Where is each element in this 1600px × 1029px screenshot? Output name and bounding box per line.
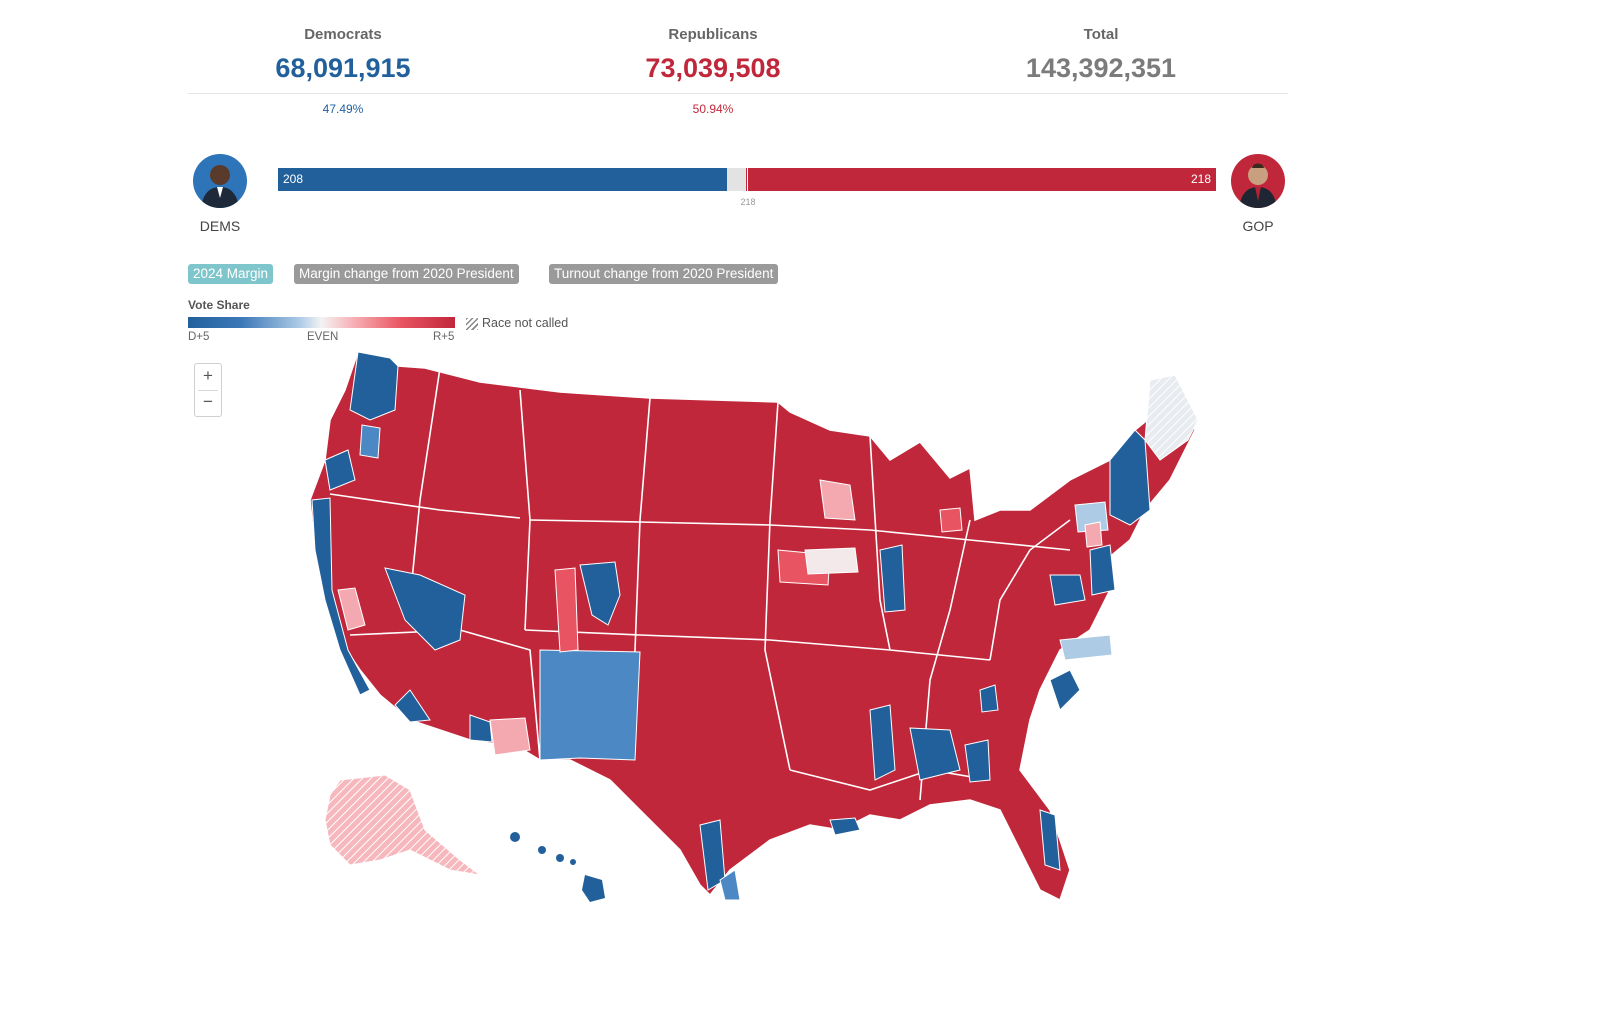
lean-dem-districts[interactable] [359, 424, 741, 901]
legend-right-label: R+5 [433, 331, 455, 343]
dem-total-pct: 47.49% [322, 102, 364, 116]
dem-total-value: 68,091,915 [275, 53, 411, 83]
district-co-west[interactable] [554, 567, 579, 653]
rep-total-pct: 50.94% [692, 102, 734, 116]
district-nv[interactable] [384, 567, 466, 651]
district-al[interactable] [909, 727, 961, 781]
person-avatar-icon [201, 165, 239, 208]
district-tx-coast[interactable] [719, 869, 741, 901]
district-tn[interactable] [979, 684, 999, 713]
overall-total-value: 143,392,351 [1025, 53, 1177, 83]
seat-bar-uncalled [726, 168, 746, 191]
rep-total-label: Republicans [668, 26, 758, 43]
seat-bar-dem [278, 168, 727, 191]
totals-divider [188, 93, 1288, 94]
district-la[interactable] [829, 817, 861, 836]
tab-turnout-change[interactable]: Turnout change from 2020 President [549, 264, 779, 284]
district-or-west[interactable] [324, 449, 356, 491]
legend-title: Vote Share [188, 298, 250, 312]
district-va[interactable] [1059, 634, 1113, 661]
district-wi[interactable] [819, 479, 856, 521]
district-az-south[interactable] [469, 714, 493, 743]
not-called-label: Race not called [482, 316, 569, 330]
district-mi[interactable] [939, 507, 963, 533]
district-pa-east[interactable] [1084, 521, 1103, 548]
district-ca-central[interactable] [337, 587, 366, 631]
district-ms[interactable] [869, 704, 896, 781]
dem-total-label: Democrats [304, 26, 382, 43]
dem-seat-count: 208 [283, 172, 304, 186]
seat-bar-rep [745, 168, 1216, 191]
toss-up-districts[interactable] [804, 547, 859, 575]
tab-2024-margin[interactable]: 2024 Margin [188, 264, 274, 284]
person-avatar-icon [1239, 163, 1277, 208]
district-ca-south[interactable] [394, 689, 431, 723]
dem-total: Democrats 68,091,915 47.49% [223, 20, 463, 116]
district-me[interactable] [1144, 374, 1199, 461]
district-ca-coast[interactable] [311, 497, 371, 696]
legend-mid-label: EVEN [307, 331, 339, 343]
district-wa-south[interactable] [359, 424, 381, 459]
rep-total-value: 73,039,508 [645, 53, 781, 83]
rep-label: GOP [1242, 218, 1274, 234]
dem-leader-avatar [193, 154, 247, 208]
legend-gradient [188, 317, 455, 328]
dem-districts[interactable] [311, 351, 1151, 891]
legend-left-label: D+5 [188, 331, 210, 343]
district-fl[interactable] [1039, 809, 1061, 871]
tab-margin-change[interactable]: Margin change from 2020 President [294, 264, 519, 284]
district-wa-west[interactable] [349, 351, 399, 421]
hawaii[interactable] [510, 832, 605, 902]
rep-leader-avatar [1231, 154, 1285, 208]
vote-totals: Democrats 68,091,915 47.49% Republicans … [188, 20, 1288, 125]
alaska[interactable] [324, 774, 481, 876]
district-nm[interactable] [539, 649, 641, 761]
dem-label: DEMS [199, 218, 241, 234]
majority-label: 218 [740, 197, 756, 207]
lean-rep-districts[interactable] [337, 479, 1103, 756]
seat-bar: 208 218 [278, 168, 1216, 191]
zoom-in-button[interactable]: + [203, 366, 213, 385]
majority-marker [747, 168, 748, 191]
district-az-tucson[interactable] [489, 717, 531, 756]
rep-seat-count: 218 [1190, 172, 1211, 186]
zoom-control: + − [194, 363, 222, 417]
zoom-divider [198, 390, 218, 391]
district-md[interactable] [1049, 574, 1086, 606]
overall-total: Total 143,392,351 [981, 20, 1221, 84]
zoom-out-button[interactable]: − [203, 392, 213, 411]
district-nj[interactable] [1089, 544, 1116, 596]
district-co-denver[interactable] [579, 561, 621, 626]
district-map[interactable] [230, 350, 1250, 950]
district-il-central[interactable] [804, 547, 859, 575]
district-il[interactable] [879, 544, 906, 613]
district-new-england[interactable] [1109, 429, 1151, 526]
district-ga[interactable] [964, 739, 991, 783]
district-nc[interactable] [1049, 669, 1081, 711]
rep-total: Republicans 73,039,508 50.94% [593, 20, 833, 116]
overall-total-label: Total [1083, 26, 1119, 43]
hatch-swatch-icon [466, 318, 478, 330]
